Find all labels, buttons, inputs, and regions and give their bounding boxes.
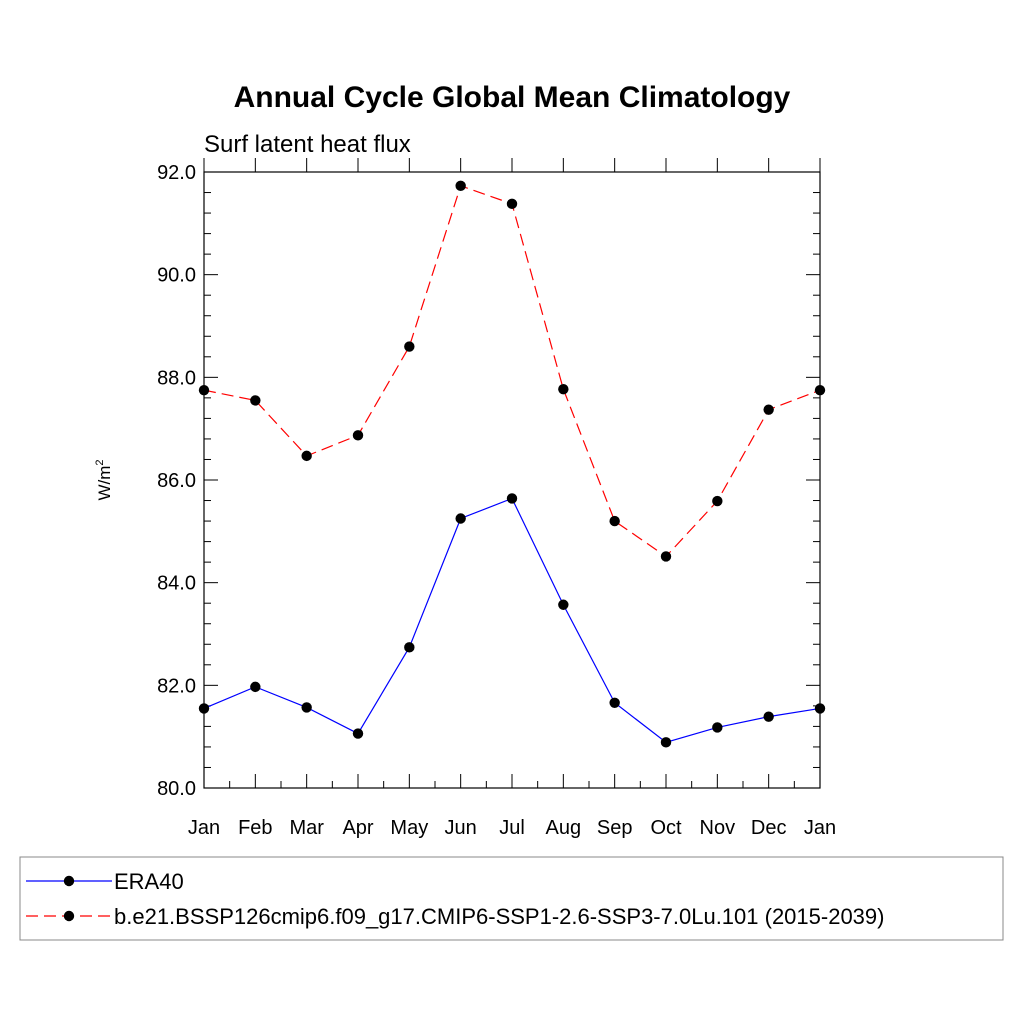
y-axis: 80.0 82.0 84.0 86.0 88.0 90.0 92.0 (157, 162, 820, 800)
y-tick-label: 88.0 (157, 367, 196, 389)
data-point (814, 384, 826, 396)
y-tick-label: 90.0 (157, 265, 196, 287)
x-tick-label: Oct (650, 817, 682, 839)
data-point (455, 180, 466, 192)
data-point (506, 198, 518, 210)
legend-label: b.e21.BSSP126cmip6.f09_g17.CMIP6-SSP1-2.… (114, 904, 884, 929)
chart-subtitle: Surf latent heat flux (204, 131, 411, 158)
x-tick-label: Jun (445, 817, 477, 839)
data-point (660, 737, 672, 748)
x-tick-label: Apr (342, 817, 373, 839)
data-point (712, 495, 723, 507)
x-tick-label: Mar (289, 817, 324, 839)
data-point (558, 383, 569, 395)
y-tick-label: 82.0 (157, 675, 196, 697)
legend: ERA40 b.e21.BSSP126cmip6.f09_g17.CMIP6-SS… (26, 869, 884, 929)
plot-frame (203, 171, 821, 789)
x-tick-label: Sep (597, 817, 633, 839)
y-axis-label: W/m2 (94, 459, 114, 500)
x-tick-label: Jan (804, 817, 836, 839)
y-tick-label: 92.0 (157, 162, 196, 184)
x-tick-label: May (390, 817, 428, 839)
series-layer (198, 180, 826, 748)
y-tick-label: 86.0 (157, 470, 196, 492)
data-point (198, 703, 210, 714)
data-point (712, 722, 723, 733)
data-point (763, 404, 774, 415)
data-point (250, 395, 261, 406)
series-2 (198, 180, 826, 562)
series-line (203, 497, 821, 743)
legend-item-2: b.e21.BSSP126cmip6.f09_g17.CMIP6-SSP1-2.… (26, 904, 884, 929)
chart-title: Annual Cycle Global Mean Climatology (234, 81, 791, 114)
x-tick-label: Nov (700, 817, 736, 839)
data-point (352, 430, 364, 441)
x-tick-label: Jan (188, 817, 220, 839)
x-tick-label: Aug (546, 817, 582, 839)
data-point (609, 515, 620, 527)
legend-marker (63, 910, 75, 922)
data-point (609, 697, 620, 708)
x-tick-label: Feb (238, 817, 272, 839)
legend-marker (63, 875, 75, 887)
data-point (506, 493, 518, 504)
legend-box (19, 856, 1004, 941)
x-tick-label: Jul (499, 817, 525, 839)
x-tick-label: Dec (751, 817, 787, 839)
y-axis-label-superscript: 2 (94, 459, 106, 465)
x-axis: Jan Feb Mar Apr May Jun Jul Aug Sep Oct Nov Dec Jan (188, 158, 836, 839)
data-point (814, 703, 826, 714)
data-point (352, 728, 364, 739)
data-point (198, 384, 210, 396)
y-tick-label: 84.0 (157, 573, 196, 595)
data-point (660, 551, 672, 562)
data-point (301, 450, 312, 462)
series-1 (198, 493, 826, 748)
data-point (250, 681, 261, 693)
legend-label: ERA40 (114, 869, 184, 894)
data-point (404, 642, 415, 653)
data-point (301, 702, 312, 713)
legend-item-1: ERA40 (26, 869, 184, 894)
data-point (558, 599, 569, 610)
data-point (763, 711, 774, 722)
y-axis-label-unit: W/m (95, 466, 114, 501)
y-tick-label: 80.0 (157, 778, 196, 800)
data-point (404, 341, 415, 352)
data-point (455, 513, 466, 524)
